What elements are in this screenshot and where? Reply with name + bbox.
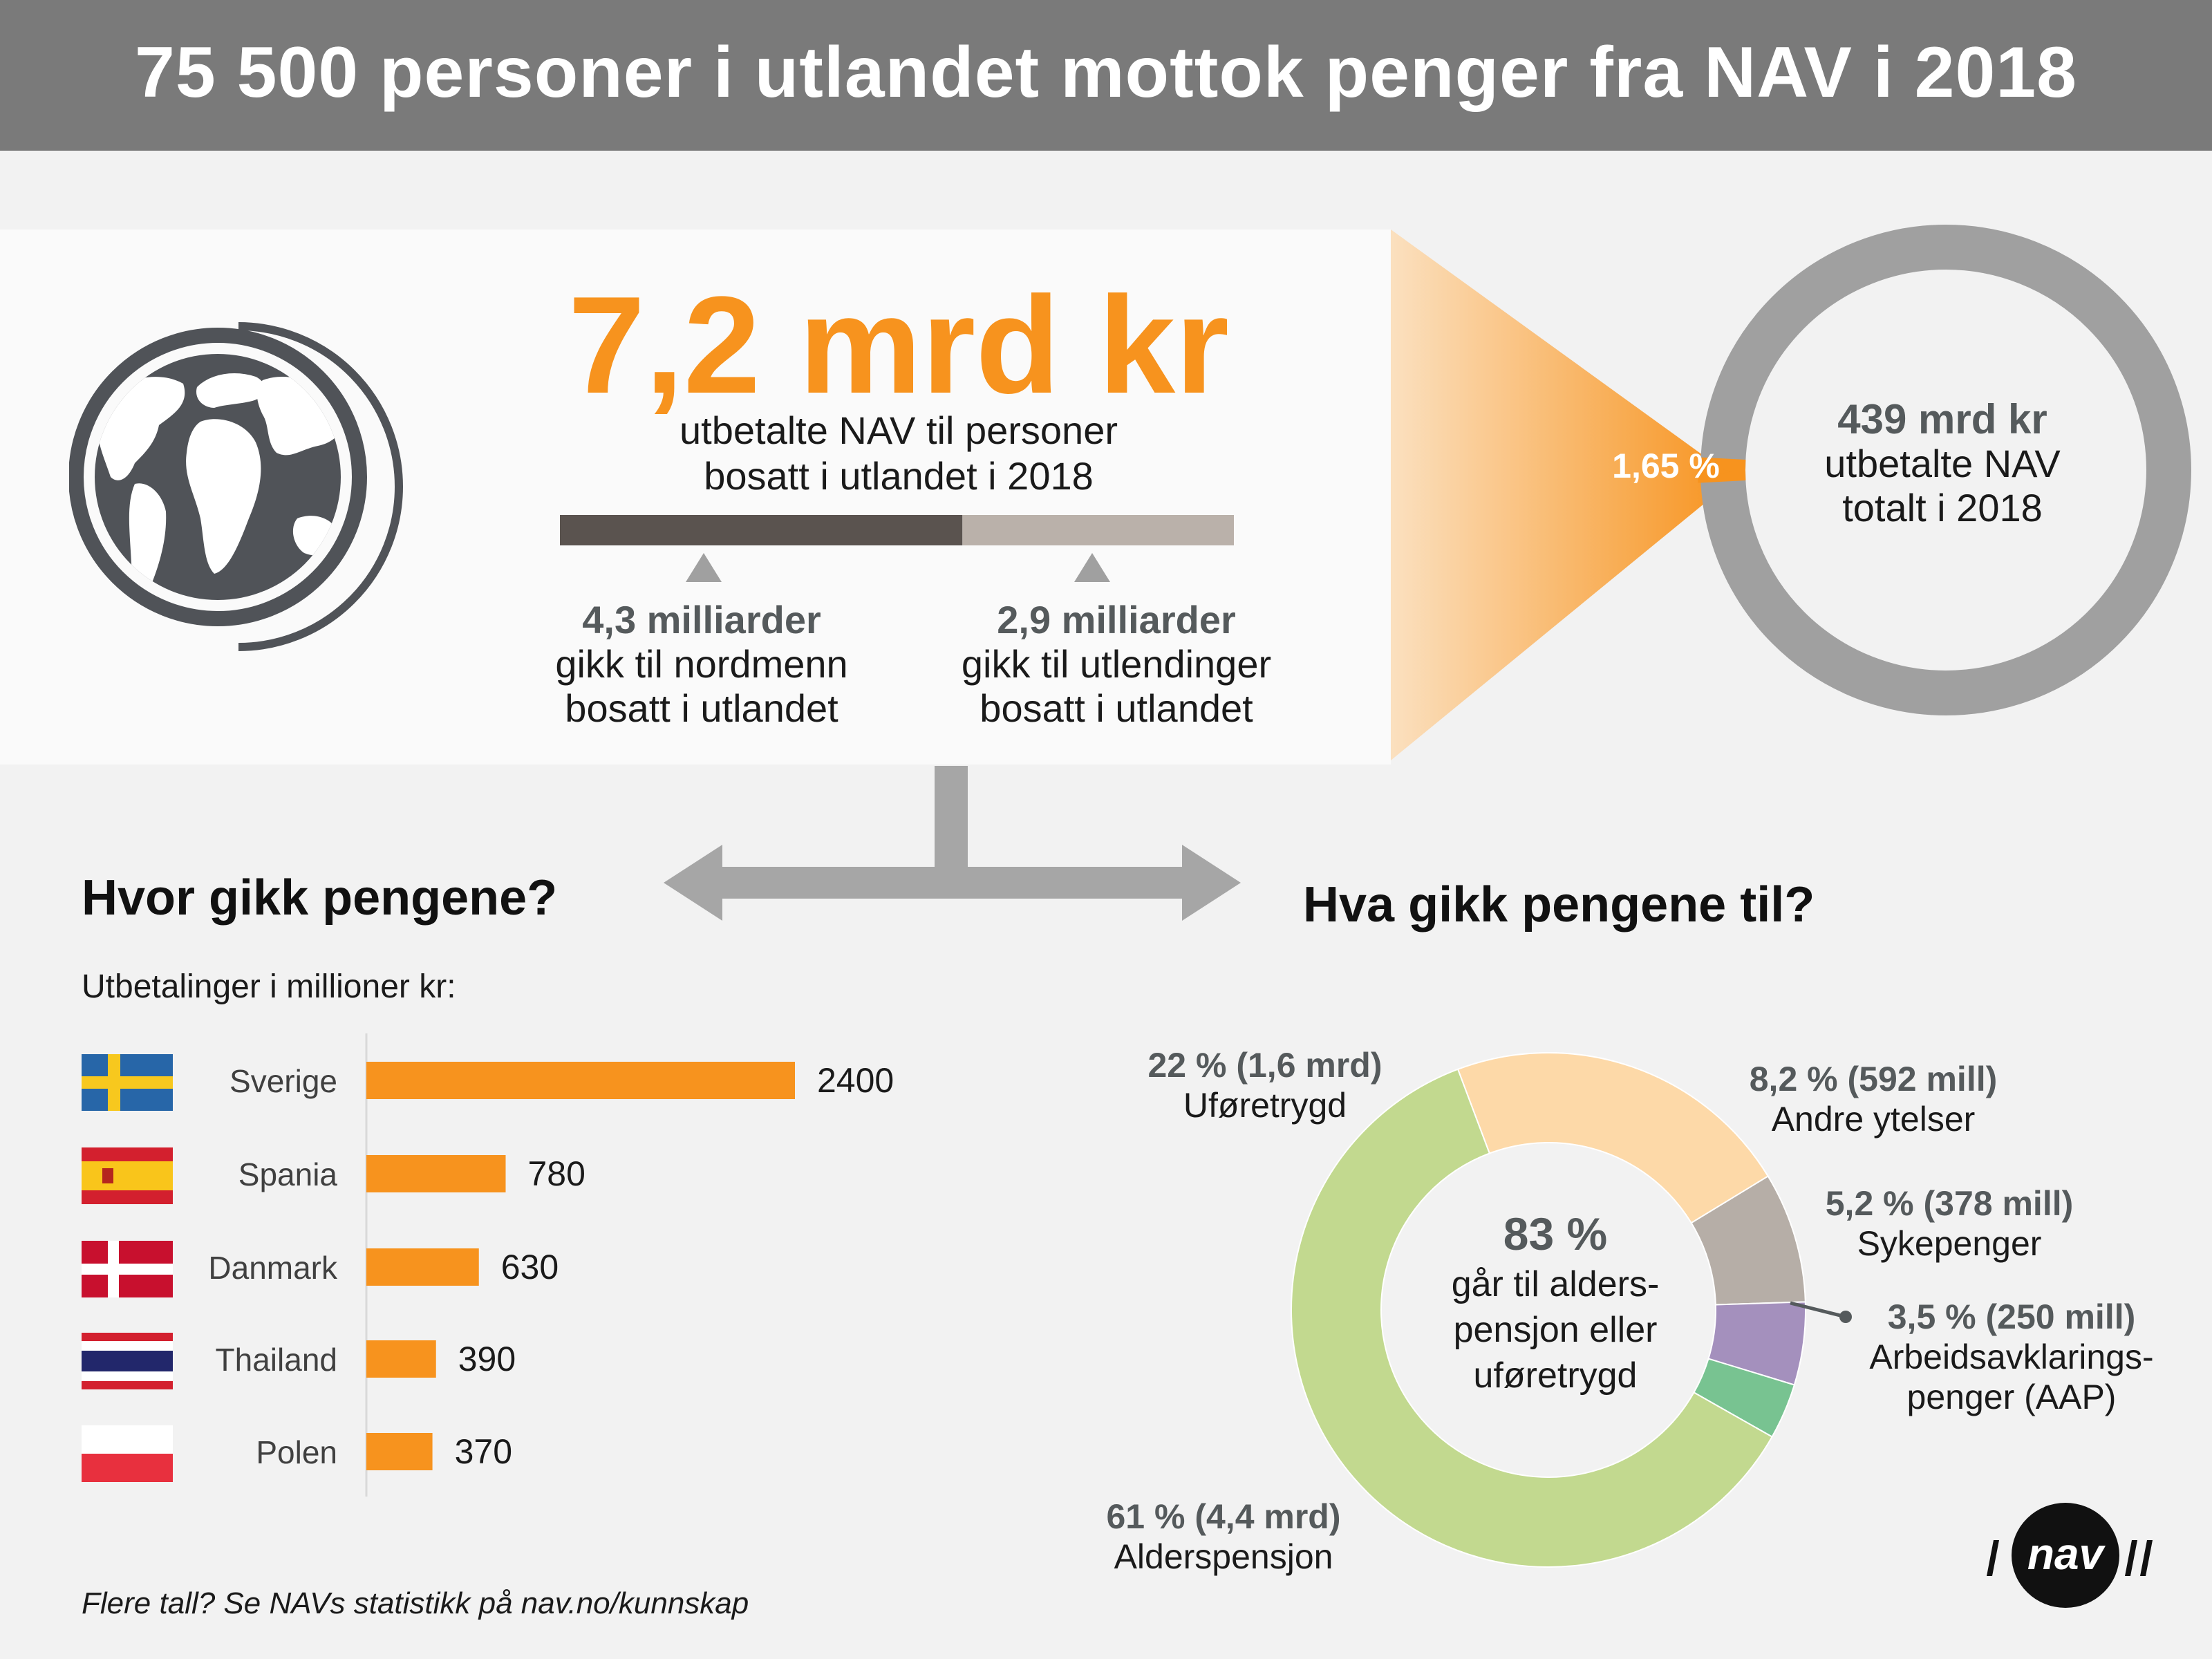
thailand-flag-icon: [82, 1333, 173, 1389]
split-label-norwegians: 4,3 milliarder gikk til nordmenn bosatt …: [505, 598, 899, 731]
purpose-section-title: Hva gikk pengene til?: [1303, 877, 1815, 932]
label-pension-name: Alderspensjon: [1114, 1537, 1333, 1576]
country-label-spain: Spania: [238, 1156, 337, 1192]
bar-value-label: 780: [528, 1154, 585, 1193]
arrow-right-icon: [1182, 845, 1241, 921]
label-aap: 3,5 % (250 mill) Arbeidsavklarings- peng…: [1825, 1297, 2198, 1417]
nav-logo: nav: [1987, 1503, 2153, 1608]
donut-center-pct: 83 %: [1503, 1208, 1608, 1259]
header-banner: 75 500 personer i utlandet mottok penger…: [0, 0, 2212, 151]
globe-icon: [69, 322, 403, 651]
poland-flag-icon: [82, 1425, 173, 1482]
bar-value-label: 390: [458, 1340, 516, 1378]
page-title: 75 500 personer i utlandet mottok penger…: [135, 32, 2077, 113]
donut-slice-0: [1291, 1068, 1773, 1568]
label-disability: 22 % (1,6 mrd) Uføretrygd: [1092, 1045, 1438, 1125]
donut-center-line-1: går til alders-: [1451, 1264, 1660, 1304]
nav-logo-text: nav: [2027, 1529, 2106, 1579]
donut-center-line-2: pensjon eller: [1453, 1310, 1658, 1350]
bar-value-label: 2400: [817, 1061, 894, 1100]
bar-thailand: [366, 1340, 436, 1378]
split-line1-norwegians: gikk til nordmenn: [555, 642, 848, 686]
label-disability-value: 22 % (1,6 mrd): [1147, 1046, 1382, 1085]
bar-value-label: 370: [455, 1432, 512, 1471]
bar-danmark: [366, 1248, 479, 1286]
label-aap-name-2: penger (AAP): [1906, 1378, 2117, 1416]
label-sick: 5,2 % (378 mill) Sykepenger: [1770, 1183, 2129, 1264]
label-disability-name: Uføretrygd: [1183, 1086, 1347, 1125]
label-aap-name-1: Arbeidsavklarings-: [1869, 1338, 2154, 1376]
leader-dot-icon: [1839, 1311, 1852, 1323]
country-label-denmark: Danmark: [208, 1250, 337, 1286]
leader-line: [1790, 1301, 1846, 1319]
label-sick-name: Sykepenger: [1857, 1224, 2042, 1263]
abroad-total-description: utbetalte NAV til personer bosatt i utla…: [553, 408, 1244, 499]
label-other-value: 8,2 % (592 mill): [1749, 1060, 1998, 1098]
funnel-shape: [1391, 229, 1735, 760]
split-line2-norwegians: bosatt i utlandet: [565, 686, 838, 730]
country-label-poland: Polen: [256, 1434, 337, 1470]
total-share-graphic: [1391, 225, 2191, 760]
sweden-flag-icon: [82, 1054, 173, 1111]
split-label-foreigners: 2,9 milliarder gikk til utlendinger bosa…: [906, 598, 1327, 731]
bar-sverige: [366, 1062, 795, 1099]
label-other-name: Andre ytelser: [1771, 1100, 1976, 1138]
countries-section-title: Hvor gikk pengene?: [82, 870, 558, 926]
description-line-1: utbetalte NAV til personer: [679, 409, 1118, 452]
pointer-triangle-icon: [686, 553, 722, 582]
country-label-sweden: Sverige: [229, 1063, 337, 1099]
donut-slice-1: [1456, 1052, 1770, 1224]
bar-polen: [366, 1433, 433, 1470]
spain-flag-icon: [82, 1147, 173, 1204]
arrow-left-icon: [664, 845, 722, 921]
country-label-thailand: Thailand: [215, 1342, 337, 1378]
label-pension-value: 61 % (4,4 mrd): [1106, 1497, 1341, 1536]
total-line-2: totalt i 2018: [1842, 486, 2043, 529]
bar-spania: [366, 1155, 506, 1192]
split-line2-foreigners: bosatt i utlandet: [980, 686, 1253, 730]
total-amount: 439 mrd kr: [1837, 396, 2047, 442]
pointer-triangle-icon: [1074, 553, 1110, 582]
split-amount-norwegians: 4,3 milliarder: [582, 598, 821, 641]
share-connector: [1700, 465, 1732, 478]
donut-center-text: 83 % går til alders- pensjon eller uføre…: [1382, 1206, 1728, 1398]
label-sick-value: 5,2 % (378 mill): [1825, 1184, 2074, 1223]
abroad-total-amount: 7,2 mrd kr: [568, 268, 1230, 422]
description-line-2: bosatt i utlandet i 2018: [704, 454, 1094, 498]
split-segment-0: [560, 515, 963, 545]
bar-value-label: 630: [501, 1248, 559, 1286]
label-other: 8,2 % (592 mill) Andre ytelser: [1687, 1059, 2060, 1139]
countries-subtitle: Utbetalinger i millioner kr:: [82, 968, 456, 1005]
split-segment-1: [962, 515, 1234, 545]
split-amount-foreigners: 2,9 milliarder: [997, 598, 1236, 641]
footer-source: Flere tall? Se NAVs statistikk på nav.no…: [82, 1586, 749, 1620]
denmark-flag-icon: [82, 1241, 173, 1297]
total-line-1: utbetalte NAV: [1824, 442, 2061, 485]
total-donut: [1698, 225, 2191, 715]
total-label: 439 mrd kr utbetalte NAV totalt i 2018: [1770, 397, 2115, 530]
donut-center-line-3: uføretrygd: [1473, 1356, 1638, 1396]
split-line1-foreigners: gikk til utlendinger: [961, 642, 1272, 686]
share-label: 1,65 %: [1612, 447, 1720, 485]
label-pension: 61 % (4,4 mrd) Alderspensjon: [1051, 1497, 1396, 1577]
label-aap-value: 3,5 % (250 mill): [1887, 1297, 2136, 1336]
